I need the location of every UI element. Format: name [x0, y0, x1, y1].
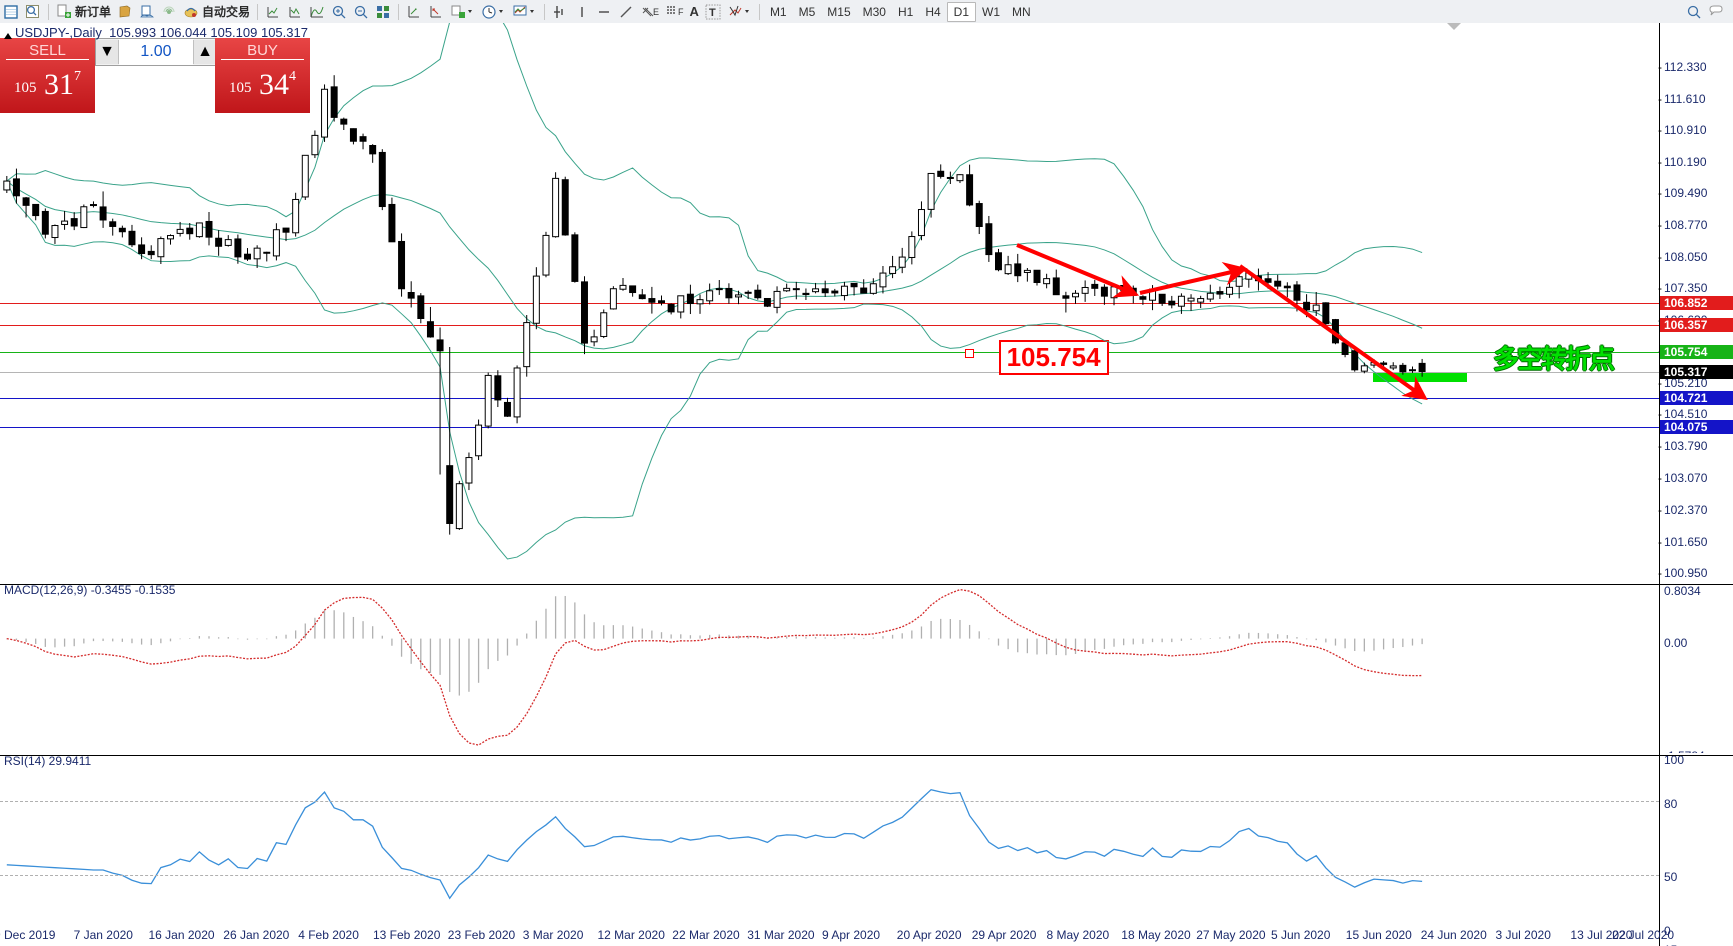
svg-text:T: T — [709, 7, 716, 19]
